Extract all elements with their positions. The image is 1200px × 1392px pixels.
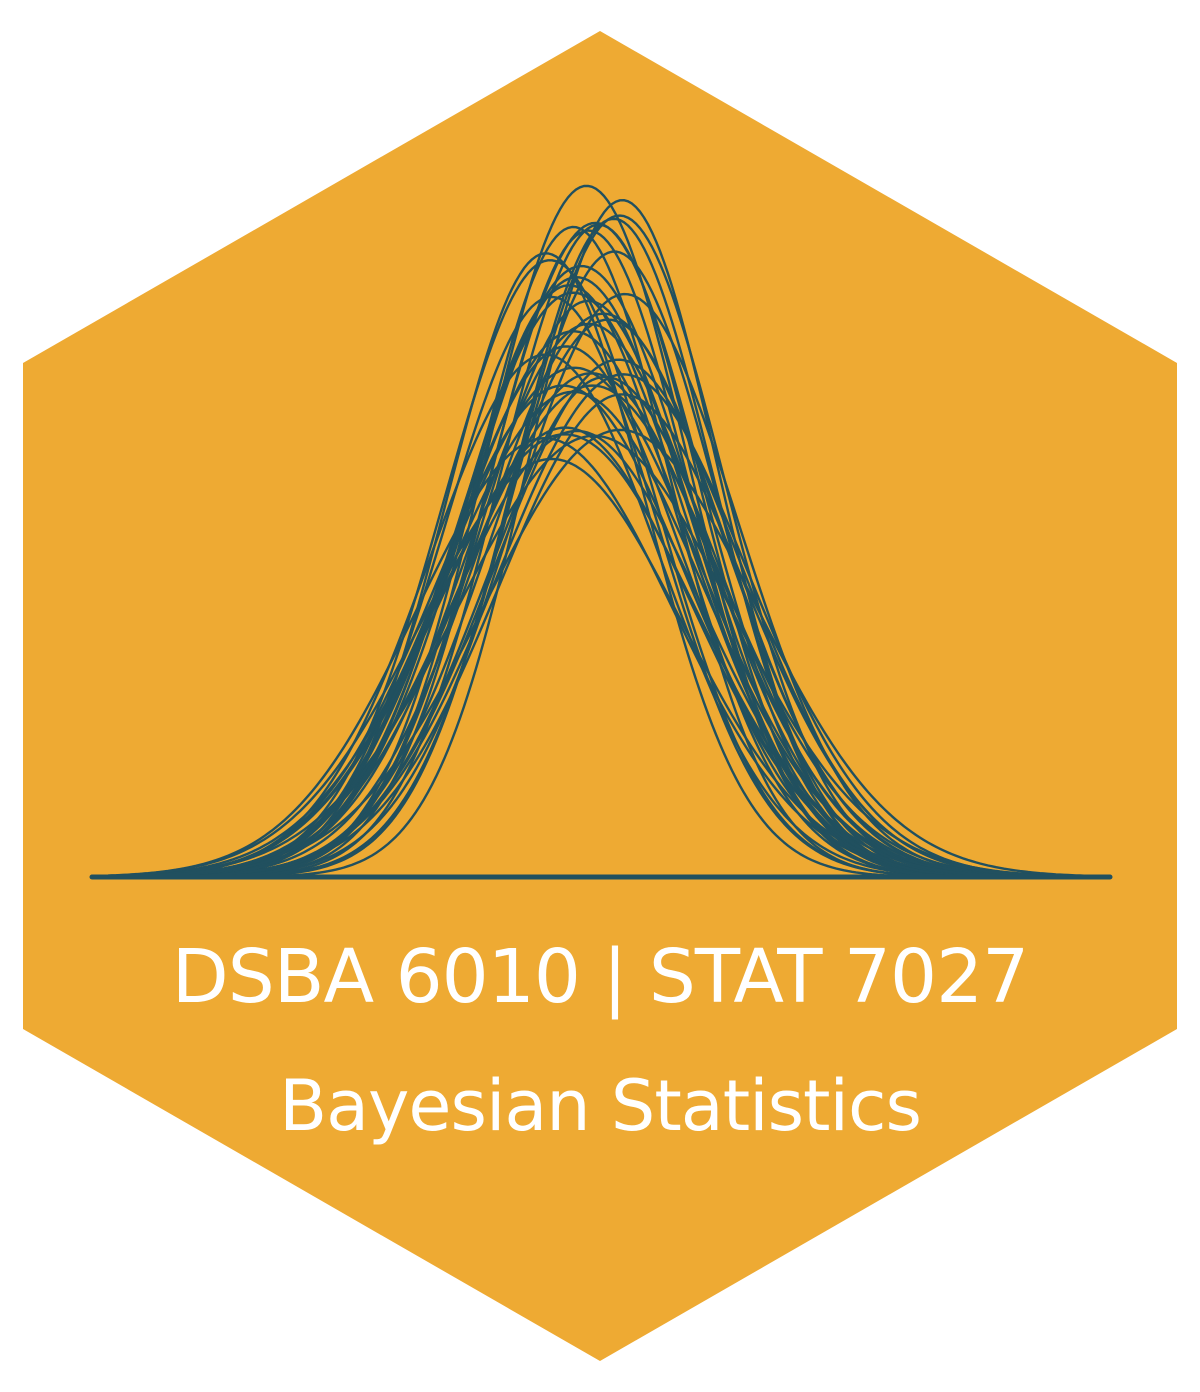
bell-curve [90, 318, 1110, 879]
bell-curve [90, 428, 1110, 878]
course-codes: DSBA 6010 | STAT 7027 [172, 934, 1029, 1020]
bell-curve [90, 429, 1110, 879]
hexagon-background [23, 31, 1177, 1361]
course-title: Bayesian Statistics [279, 1065, 921, 1147]
posterior-normal-curves-icon [90, 184, 1110, 879]
bell-curve [90, 434, 1110, 878]
